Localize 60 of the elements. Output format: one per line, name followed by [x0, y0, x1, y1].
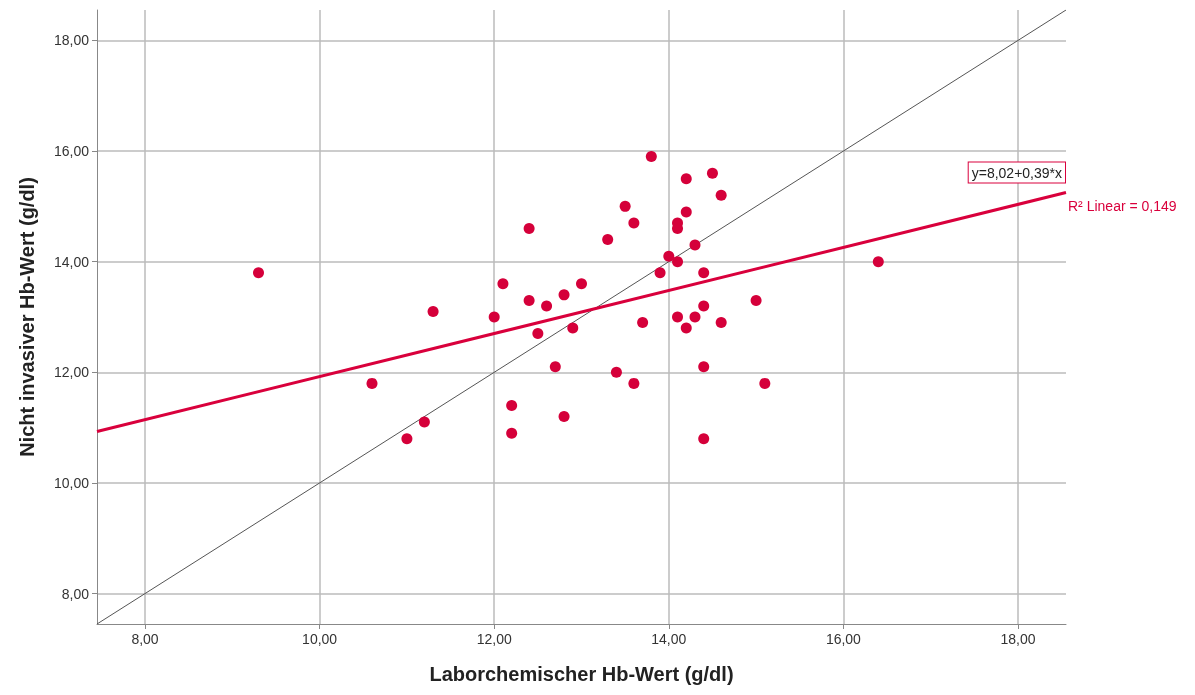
- y-axis-title: Nicht invasiver Hb-Wert (g/dl): [16, 177, 38, 457]
- point: [628, 217, 640, 229]
- x-tick-label: 18,00: [1000, 631, 1036, 647]
- y-tick-label: 8,00: [61, 585, 90, 602]
- point: [698, 361, 710, 373]
- point: [558, 289, 570, 301]
- point: [366, 377, 378, 389]
- point: [549, 361, 561, 373]
- point: [645, 151, 657, 163]
- point: [628, 377, 640, 389]
- point: [506, 427, 518, 439]
- annotation: y=8,02+0,39*x: [971, 164, 1062, 181]
- point: [698, 300, 710, 312]
- text: R² Linear = 0,149: [1068, 197, 1177, 214]
- point: [759, 377, 771, 389]
- y-tick-label: 18,00: [53, 32, 90, 49]
- point: [418, 416, 430, 428]
- point: [610, 366, 622, 378]
- point: [401, 433, 413, 445]
- point: [872, 256, 884, 268]
- x-axis-title: Laborchemischer Hb-Wert (g/dl): [429, 663, 734, 685]
- point: [680, 322, 692, 334]
- point: [253, 267, 264, 279]
- x-tick-label: 14,00: [651, 631, 687, 647]
- point: [698, 433, 710, 445]
- x-tick-label: 8,00: [131, 631, 159, 647]
- point: [680, 173, 692, 185]
- y-tick-label: 14,00: [53, 253, 90, 270]
- point: [523, 294, 535, 306]
- point: [567, 322, 579, 334]
- point: [698, 267, 710, 279]
- point: [541, 300, 553, 312]
- point: [427, 305, 439, 317]
- point: [672, 256, 684, 268]
- point: [654, 267, 666, 279]
- point: [663, 250, 675, 262]
- point: [680, 206, 692, 218]
- point: [715, 317, 727, 329]
- point: [488, 311, 500, 323]
- y-tick-label: 12,00: [53, 364, 90, 381]
- point: [506, 400, 518, 411]
- point: [497, 278, 509, 290]
- point: [689, 311, 701, 323]
- y-tick-label: 10,00: [53, 474, 90, 491]
- point: [602, 234, 614, 246]
- point: [750, 294, 762, 306]
- point: [523, 223, 535, 234]
- point: [558, 411, 570, 423]
- point: [706, 167, 718, 179]
- y-tick-label: 16,00: [53, 143, 90, 160]
- point: [672, 311, 684, 323]
- x-tick-label: 10,00: [302, 631, 338, 647]
- point: [619, 200, 631, 212]
- x-tick-label: 12,00: [476, 631, 512, 647]
- point: [637, 317, 649, 329]
- x-tick-label: 16,00: [825, 631, 862, 647]
- point: [576, 278, 587, 290]
- point: [715, 189, 727, 201]
- point: [689, 239, 701, 251]
- point: [532, 328, 544, 340]
